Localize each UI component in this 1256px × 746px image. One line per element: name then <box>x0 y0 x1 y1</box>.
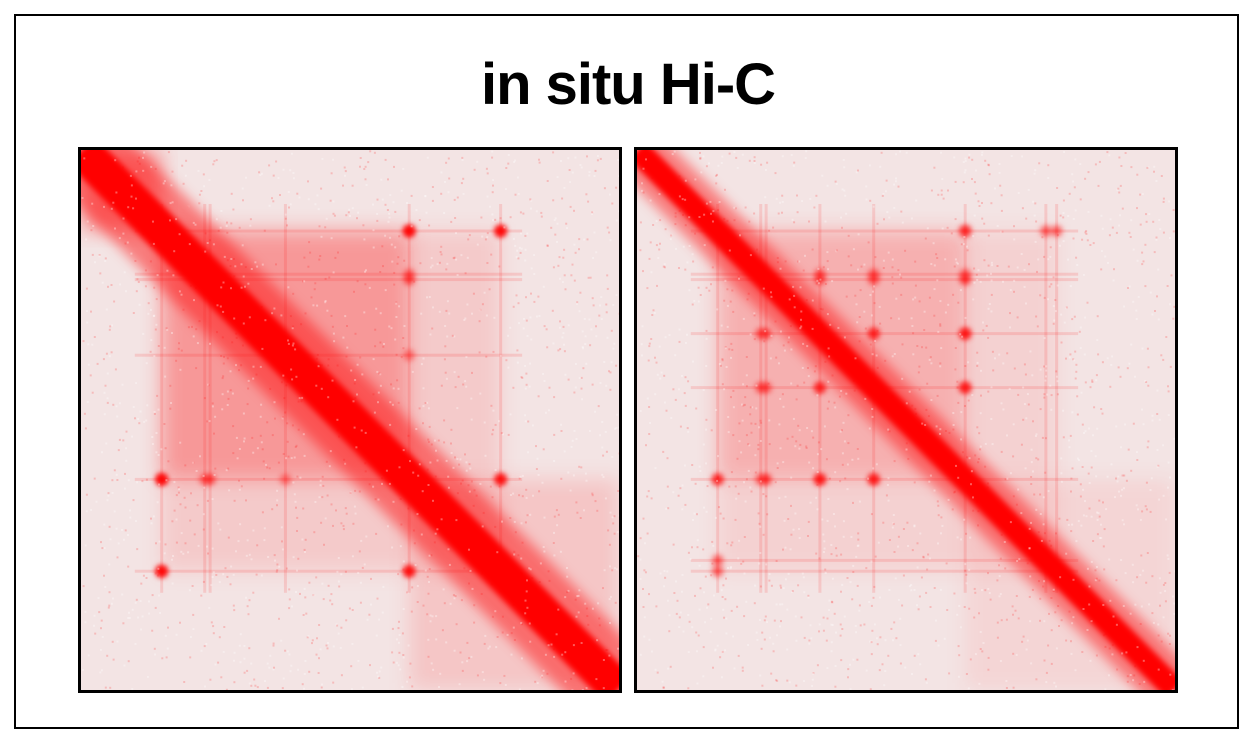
stripe-vertical-0 <box>407 204 411 593</box>
stripe-vertical-7 <box>759 204 763 593</box>
loop-dot-8-0 <box>403 349 415 361</box>
loop-dot-8-1 <box>279 473 291 485</box>
stripe-horizontal-4 <box>690 332 1079 336</box>
stripe-horizontal-7 <box>690 272 1079 276</box>
loop-dot-6-0 <box>712 565 724 577</box>
loop-dot-9-0 <box>959 268 971 280</box>
loop-dot-5-0 <box>156 565 168 577</box>
loop-dot-12-0 <box>959 328 971 340</box>
stripe-vertical-3 <box>764 204 768 593</box>
loop-dot-14-1 <box>868 328 880 340</box>
loop-dot-6-1 <box>1051 225 1063 237</box>
diagonal-core <box>637 150 1175 690</box>
heatmap-panel-right <box>634 147 1178 693</box>
stripe-horizontal-1 <box>690 229 1079 233</box>
stripe-vertical-6 <box>1055 204 1059 593</box>
heatmap-left <box>81 150 619 690</box>
diagonal-core <box>81 150 619 690</box>
loop-dot-7-1 <box>199 473 211 485</box>
loop-dot-15-0 <box>959 382 971 394</box>
loop-dot-12-1 <box>814 473 826 485</box>
noise-texture <box>637 150 1175 690</box>
loop-dot-1-0 <box>1040 225 1052 237</box>
loop-dot-2-0 <box>156 473 168 485</box>
loop-dot-14-0 <box>814 382 826 394</box>
loop-dot-10-1 <box>814 274 826 286</box>
stripe-vertical-4 <box>818 204 822 593</box>
stripe-horizontal-0 <box>690 477 1079 481</box>
loop-dot-1-1 <box>712 554 724 566</box>
noise-texture <box>81 150 619 690</box>
stripe-vertical-0 <box>963 204 967 593</box>
stripe-vertical-4 <box>203 204 207 593</box>
stripe-horizontal-1 <box>134 229 523 233</box>
stripe-horizontal-6 <box>690 569 1079 573</box>
loop-dot-7-0 <box>403 268 415 280</box>
loop-dot-15-1 <box>868 473 880 485</box>
stripe-vertical-1 <box>160 204 164 593</box>
stripe-vertical-1 <box>716 204 720 593</box>
loop-dot-2-1 <box>403 225 415 237</box>
stripe-horizontal-2 <box>690 558 1079 562</box>
stripe-horizontal-3 <box>134 278 523 282</box>
stripe-horizontal-3 <box>690 278 1079 282</box>
loop-dot-13-1 <box>868 274 880 286</box>
heatmap-right <box>637 150 1175 690</box>
loop-dot-13-0 <box>760 382 772 394</box>
stripe-horizontal-0 <box>134 477 523 481</box>
loop-dot-6-0 <box>403 565 415 577</box>
figure-title: in situ Hi-C <box>480 52 776 117</box>
loop-dot-5-1 <box>495 225 507 237</box>
stripe-vertical-2 <box>499 204 503 593</box>
loop-dot-6-1 <box>495 473 507 485</box>
loop-dot-9-1 <box>755 473 767 485</box>
stripe-vertical-3 <box>208 204 212 593</box>
stripe-vertical-2 <box>1044 204 1048 593</box>
loop-dot-10-0 <box>760 328 772 340</box>
loop-dot-2-0 <box>712 473 724 485</box>
heatmap-panel-left <box>78 147 622 693</box>
stripe-horizontal-2 <box>134 569 523 573</box>
loop-dot-2-1 <box>959 225 971 237</box>
stripe-horizontal-4 <box>134 272 523 276</box>
